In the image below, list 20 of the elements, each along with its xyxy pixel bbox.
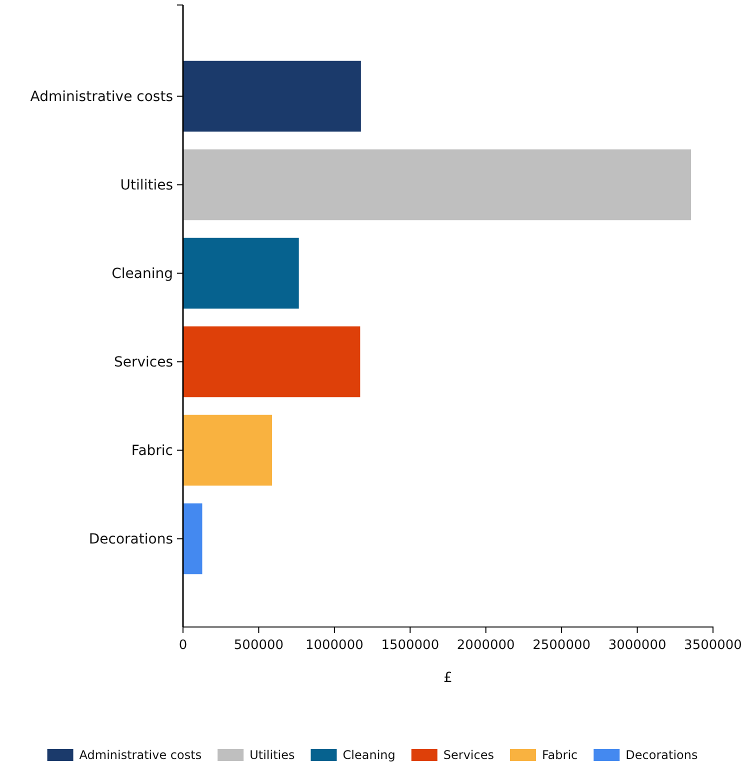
x-tick-label: 2000000 [456, 638, 515, 653]
x-axis-title: £ [444, 670, 452, 686]
x-tick-label: 1000000 [305, 638, 364, 653]
y-tick-label: Decorations [88, 532, 173, 548]
legend-label: Cleaning [342, 748, 396, 762]
legend-label: Fabric [542, 748, 578, 762]
y-tick-label: Cleaning [112, 266, 173, 282]
legend-label: Utilities [250, 748, 295, 762]
x-tick-label: 3500000 [684, 638, 742, 653]
y-tick-label: Administrative costs [30, 89, 173, 106]
y-tick-label: Fabric [131, 443, 173, 460]
x-tick-label: 500000 [234, 638, 284, 653]
legend-label: Services [443, 748, 494, 762]
x-tick-label: 3000000 [608, 638, 666, 653]
y-tick-label: Utilities [120, 178, 173, 194]
x-tick-label: 0 [178, 638, 188, 653]
y-tick-label: Services [114, 354, 173, 371]
x-tick-label: 2500000 [532, 638, 591, 653]
legend-label: Decorations [626, 748, 698, 762]
x-tick-label: 1500000 [381, 638, 440, 653]
